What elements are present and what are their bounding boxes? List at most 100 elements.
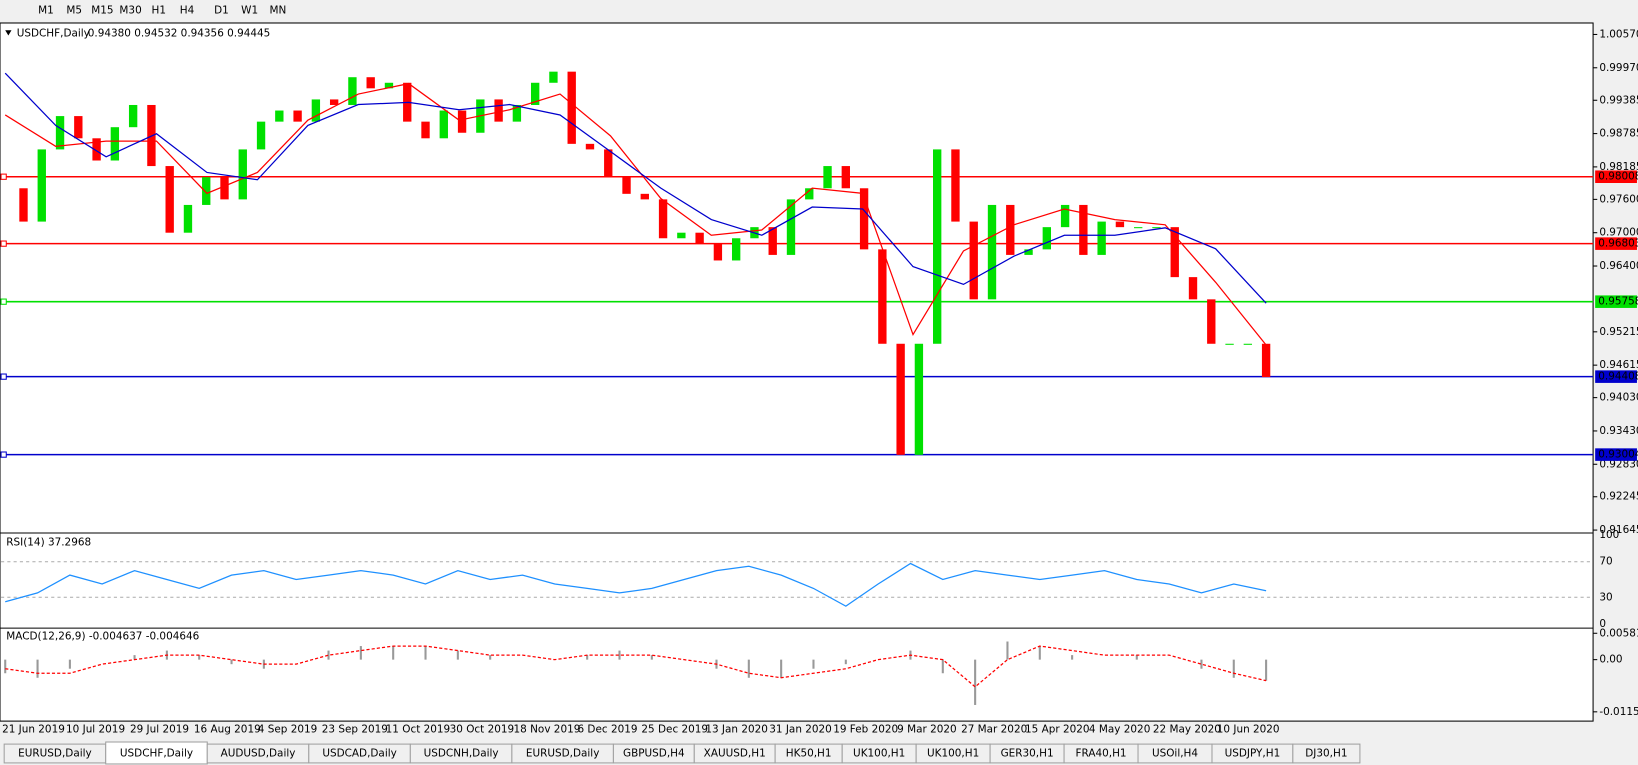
- candle: [128, 104, 138, 128]
- candle: [731, 238, 741, 261]
- candle: [823, 166, 832, 189]
- moving-average: [4, 72, 1267, 304]
- candle: [183, 204, 193, 233]
- candle: [238, 149, 247, 200]
- candle: [220, 177, 229, 200]
- period-button[interactable]: [118, 1, 145, 19]
- period-label[interactable]: M5: [66, 4, 82, 16]
- period-button[interactable]: [89, 1, 116, 19]
- tab-label[interactable]: UK100,H1: [853, 748, 905, 760]
- tab-label[interactable]: USDCNH,Daily: [424, 748, 499, 760]
- candle: [457, 110, 467, 133]
- candle: [914, 343, 924, 455]
- tab[interactable]: [1292, 743, 1361, 764]
- period-button[interactable]: [237, 1, 264, 19]
- level-label: 0.94408: [1598, 371, 1638, 383]
- candle: [421, 121, 430, 139]
- tab-label[interactable]: GER30,H1: [1001, 748, 1054, 760]
- tab-label[interactable]: USOil,H4: [1152, 748, 1198, 760]
- candle: [768, 227, 777, 255]
- period-label[interactable]: M1: [38, 4, 54, 16]
- candle: [329, 99, 339, 105]
- rsi-line: [5, 562, 1267, 607]
- candle: [530, 82, 540, 105]
- tab-label[interactable]: USDJPY,H1: [1225, 748, 1281, 760]
- x-tick-label: 4 May 2020: [1089, 723, 1150, 735]
- period-label[interactable]: H1: [152, 4, 166, 16]
- candle: [311, 99, 321, 122]
- candle: [275, 110, 284, 122]
- period-label[interactable]: H4: [180, 4, 195, 16]
- period-label[interactable]: W1: [241, 4, 258, 16]
- x-tick-label: 10 Jun 2020: [1217, 723, 1280, 735]
- tab-label[interactable]: HK50,H1: [786, 748, 832, 760]
- candle: [1079, 204, 1088, 255]
- tab-label[interactable]: GBPUSD,H4: [623, 748, 685, 760]
- y-tick-label: 0.94615: [1599, 359, 1638, 371]
- candle: [110, 127, 120, 161]
- level-tag: [1595, 448, 1637, 461]
- candle: [1097, 221, 1106, 255]
- x-tick-label: 16 Aug 2019: [194, 723, 261, 735]
- candle: [74, 116, 83, 139]
- candle: [1261, 343, 1271, 378]
- candle: [896, 343, 905, 455]
- x-tick-label: 4 Sep 2019: [258, 723, 318, 735]
- period-label[interactable]: D1: [214, 4, 229, 16]
- level-tag: [1595, 370, 1637, 383]
- candle: [1134, 227, 1143, 229]
- tab-label[interactable]: DJ30,H1: [1305, 748, 1347, 760]
- rsi-tick-label: 100: [1599, 529, 1619, 541]
- candle: [951, 149, 960, 222]
- x-tick-label: 19 Feb 2020: [833, 723, 898, 735]
- tab-label[interactable]: USDCHF,Daily: [120, 748, 193, 760]
- candle: [1115, 221, 1125, 228]
- candle: [658, 199, 668, 239]
- period-button[interactable]: [265, 1, 292, 19]
- tab-label[interactable]: FRA40,H1: [1076, 748, 1127, 760]
- x-tick-label: 18 Nov 2019: [514, 723, 581, 735]
- tab-label[interactable]: XAUUSD,H1: [704, 748, 766, 760]
- candle: [1024, 249, 1033, 255]
- candle: [1152, 227, 1161, 229]
- tab-label[interactable]: USDCAD,Daily: [322, 748, 396, 760]
- x-tick-label: 11 Oct 2019: [386, 723, 451, 735]
- x-tick-label: 6 Dec 2019: [577, 723, 637, 735]
- period-button[interactable]: [61, 1, 88, 19]
- candle: [604, 149, 613, 178]
- candle: [1006, 204, 1015, 255]
- moving-average: [4, 82, 1267, 346]
- period-button[interactable]: [208, 1, 236, 19]
- candle: [859, 188, 869, 250]
- candle: [202, 177, 211, 205]
- tab-label[interactable]: AUDUSD,Daily: [221, 748, 296, 760]
- period-label[interactable]: MN: [269, 4, 286, 16]
- tab-label[interactable]: EURUSD,Daily: [18, 748, 92, 760]
- candle: [494, 99, 503, 122]
- period-label[interactable]: M15: [91, 4, 113, 16]
- candle: [695, 232, 704, 244]
- candle: [1170, 227, 1179, 278]
- candle: [677, 232, 686, 239]
- tab-label[interactable]: UK100,H1: [927, 748, 979, 760]
- x-tick-label: 22 May 2020: [1153, 723, 1221, 735]
- candle: [841, 166, 850, 189]
- x-tick-label: 13 Jan 2020: [705, 723, 768, 735]
- period-label[interactable]: M30: [119, 4, 141, 16]
- candle: [1188, 277, 1198, 300]
- tab-label[interactable]: EURUSD,Daily: [526, 748, 600, 760]
- period-button[interactable]: [174, 1, 201, 19]
- candle: [55, 116, 65, 150]
- y-tick-label: 0.92245: [1599, 491, 1638, 503]
- period-button[interactable]: [33, 1, 60, 19]
- candle: [384, 82, 394, 89]
- candle: [439, 110, 448, 139]
- chart-area: [0, 22, 1594, 722]
- level-tag: [1595, 295, 1637, 308]
- period-button[interactable]: [146, 1, 173, 19]
- level-label: 0.93004: [1598, 449, 1638, 461]
- level-handle: [0, 451, 7, 458]
- x-tick-label: 29 Jul 2019: [130, 723, 189, 735]
